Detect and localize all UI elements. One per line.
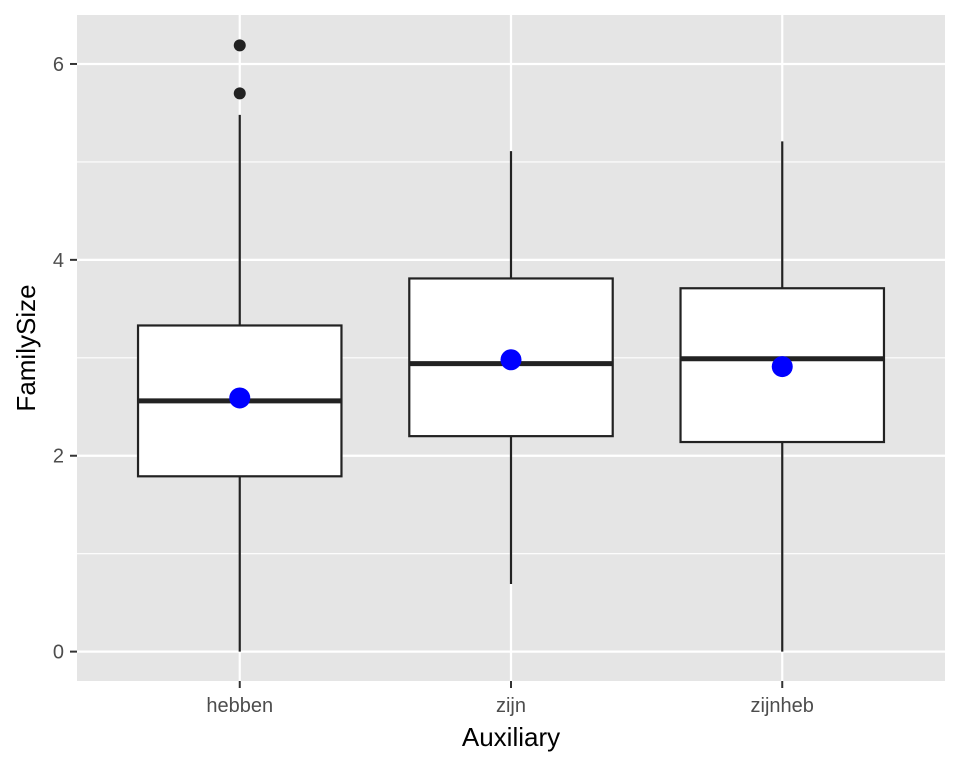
x-tick-label: hebben [206, 695, 273, 717]
y-tick-label: 6 [53, 54, 64, 76]
outlier-point [233, 87, 246, 100]
x-tick-label: zijnheb [751, 695, 814, 717]
y-axis-title: FamilySize [11, 284, 41, 411]
x-axis: hebben zijn zijnheb [206, 681, 814, 717]
y-axis: 0 2 4 6 [53, 54, 77, 664]
box-zijnheb [679, 141, 886, 652]
y-tick-label: 2 [53, 446, 64, 468]
box-series [136, 39, 886, 652]
box-zijn [408, 151, 614, 585]
mean-point [500, 349, 522, 371]
x-tick-label: zijn [496, 695, 526, 717]
y-tick-label: 4 [53, 250, 64, 272]
mean-point [229, 387, 251, 409]
mean-point [771, 356, 793, 378]
box-hebben [136, 39, 343, 652]
x-axis-title: Auxiliary [462, 722, 560, 752]
outlier-point [233, 39, 246, 52]
y-tick-label: 0 [53, 642, 64, 664]
